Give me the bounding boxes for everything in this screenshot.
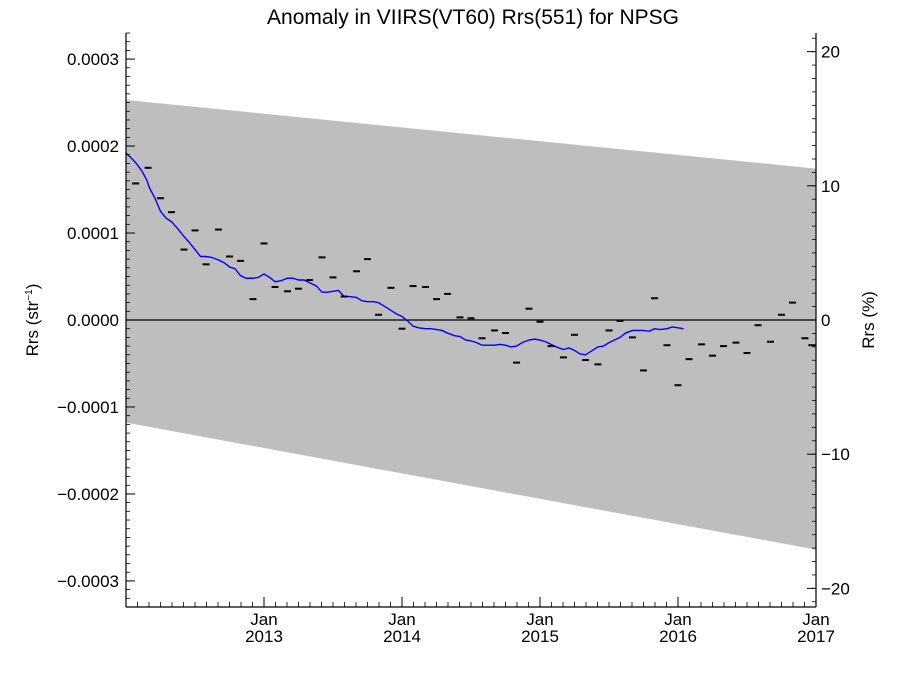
y-axis-label-left-text: Rrs (str (23, 300, 42, 356)
y-tick-label-right: 10 (821, 177, 840, 196)
y-tick-label-left: 0.0002 (67, 137, 119, 156)
y-tick-label-left: −0.0001 (57, 398, 119, 417)
y-tick-label-left: −0.0002 (57, 485, 119, 504)
y-tick-label-left: 0.0003 (67, 50, 119, 69)
y-axis-label-left-superscript: −1 (24, 289, 35, 301)
x-tick-label-year: 2015 (521, 627, 559, 646)
y-tick-label-right: −10 (821, 445, 850, 464)
x-tick-label-month: Jan (250, 610, 277, 629)
y-axis-label-left-close: ) (23, 284, 42, 290)
trend-line (125, 152, 684, 356)
x-tick-label-month: Jan (388, 610, 415, 629)
x-tick-label-year: 2016 (659, 627, 697, 646)
y-axis-label-right: Rrs (%) (859, 291, 878, 349)
y-tick-label-right: 0 (821, 311, 830, 330)
monthly-markers (132, 166, 816, 387)
x-tick-label-month: Jan (664, 610, 691, 629)
y-tick-label-left: 0.0001 (67, 224, 119, 243)
x-tick-label-year: 2014 (383, 627, 421, 646)
tick-labels: 0.0003 0.0002 0.0001 0.0000 −0.0001 −0.0002 −0… (57, 43, 850, 646)
y-tick-label-left: −0.0003 (57, 572, 119, 591)
x-tick-label-year: 2017 (797, 627, 835, 646)
uncertainty-band (126, 99, 816, 550)
tick-marks (125, 32, 817, 608)
y-axis-label-left: Rrs (str−1) (23, 284, 42, 357)
y-tick-label-right: 20 (821, 43, 840, 62)
y-tick-label-right: −20 (821, 579, 850, 598)
chart-title: Anomaly in VIIRS(VT60) Rrs(551) for NPSG (267, 6, 679, 29)
x-tick-label-month: Jan (526, 610, 553, 629)
y-tick-label-left: 0.0000 (67, 311, 119, 330)
plot-area (125, 99, 816, 550)
x-tick-label-year: 2013 (245, 627, 283, 646)
x-tick-label-month: Jan (802, 610, 829, 629)
